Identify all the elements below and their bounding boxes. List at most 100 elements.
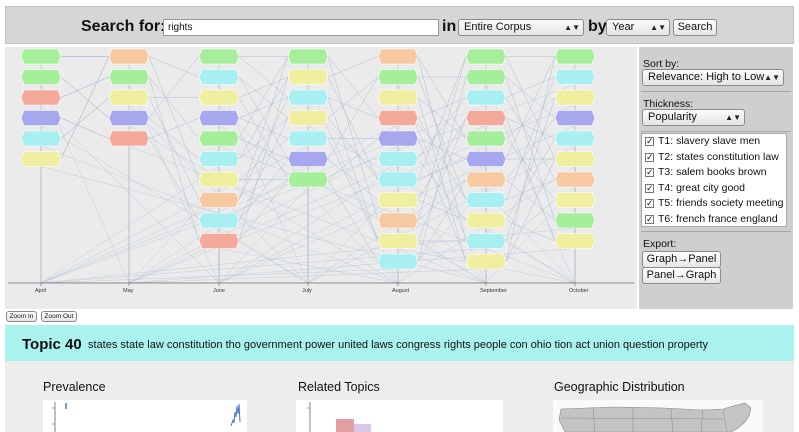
topic-list-item[interactable]: ✓ T2: states constitution law <box>642 150 786 166</box>
topic-box[interactable] <box>20 48 62 65</box>
topic-box[interactable] <box>198 110 240 126</box>
thickness-select[interactable]: Popularity ▲▼ <box>642 109 745 126</box>
topic-box[interactable] <box>198 192 240 208</box>
topic-box[interactable] <box>554 130 596 147</box>
checkbox-checked-icon[interactable]: ✓ <box>645 182 654 193</box>
topic-box[interactable] <box>554 171 596 188</box>
topic-box[interactable] <box>465 48 507 65</box>
topic-box[interactable] <box>198 212 240 229</box>
topic-box[interactable] <box>20 130 62 147</box>
by-label: by <box>588 18 607 35</box>
flow-link <box>505 179 556 221</box>
topic-box[interactable] <box>377 233 419 249</box>
month-label: April <box>35 288 46 294</box>
topic-box[interactable] <box>377 192 419 208</box>
topic-box[interactable] <box>108 48 150 65</box>
topic-list-item[interactable]: ✓ T1: slavery slave men <box>642 134 786 150</box>
topic-box[interactable] <box>108 89 150 106</box>
topic-box[interactable] <box>377 69 419 85</box>
topic-box[interactable] <box>377 130 419 147</box>
zoom-in-button[interactable]: Zoom In <box>6 311 37 322</box>
topic-box[interactable] <box>287 110 329 126</box>
topic-box[interactable] <box>20 151 62 167</box>
topic-box[interactable] <box>465 212 507 229</box>
sort-select[interactable]: Relevance: High to Low ▲▼ <box>642 69 784 86</box>
topic-box[interactable] <box>465 171 507 188</box>
topic-box[interactable] <box>20 110 62 126</box>
topic-box[interactable] <box>554 69 596 85</box>
checkbox-checked-icon[interactable]: ✓ <box>645 136 654 146</box>
month-label: September <box>480 288 507 294</box>
flow-link <box>505 97 556 242</box>
topic-box[interactable] <box>465 192 507 208</box>
topic-box[interactable] <box>554 233 596 249</box>
flow-link <box>327 56 379 119</box>
topic-box[interactable] <box>287 89 329 106</box>
topic-boxes[interactable] <box>20 48 596 270</box>
checkbox-checked-icon[interactable]: ✓ <box>645 198 654 208</box>
topic-box[interactable] <box>287 69 329 85</box>
flow-link <box>238 56 289 139</box>
topic-list-label: T6: french france england <box>658 212 778 225</box>
topic-box[interactable] <box>554 48 596 65</box>
topic-box[interactable] <box>377 151 419 167</box>
topic-box[interactable] <box>465 89 507 106</box>
topic-list-label: T4: great city good <box>658 181 745 194</box>
checkbox-checked-icon[interactable]: ✓ <box>645 151 654 162</box>
topic-box[interactable] <box>198 130 240 147</box>
topic-list-item[interactable]: ✓ T3: salem books brown <box>642 165 786 181</box>
topic-flow-graph[interactable]: April May June July August September October <box>5 47 637 309</box>
topic-box[interactable] <box>465 151 507 167</box>
flow-link <box>148 117 200 139</box>
topic-box[interactable] <box>377 253 419 270</box>
flow-link <box>238 97 289 201</box>
topic-box[interactable] <box>554 110 596 126</box>
panel-to-graph-button[interactable]: Panel→Graph <box>642 267 721 284</box>
checkbox-checked-icon[interactable]: ✓ <box>645 167 654 177</box>
search-input[interactable] <box>163 19 439 36</box>
topic-box[interactable] <box>20 69 62 85</box>
topic-box[interactable] <box>377 48 419 65</box>
corpus-select[interactable]: Entire Corpus ▲▼ <box>458 19 584 36</box>
topic-box[interactable] <box>377 171 419 188</box>
topic-box[interactable] <box>20 89 62 106</box>
topic-list-item[interactable]: ✓ T5: friends society meeting <box>642 196 786 212</box>
search-button[interactable]: Search <box>673 19 717 36</box>
topic-checklist[interactable]: ✓ T1: slavery slave men ✓ T2: states const… <box>641 133 787 227</box>
topic-box[interactable] <box>465 130 507 147</box>
topic-box[interactable] <box>554 151 596 167</box>
topic-box[interactable] <box>554 89 596 106</box>
topic-list-item[interactable]: ✓ T4: great city good <box>642 181 786 197</box>
topic-box[interactable] <box>554 212 596 229</box>
topic-box[interactable] <box>465 110 507 126</box>
divider <box>641 231 791 232</box>
topic-box[interactable] <box>198 151 240 167</box>
topic-box[interactable] <box>108 69 150 85</box>
topic-list-item[interactable]: ✓ T6: french france england <box>642 212 786 227</box>
topic-box[interactable] <box>198 89 240 106</box>
topic-box[interactable] <box>377 212 419 229</box>
topic-box[interactable] <box>287 171 329 188</box>
time-unit-select[interactable]: Year ▲▼ <box>606 19 670 36</box>
topic-box[interactable] <box>377 89 419 106</box>
graph-to-panel-button[interactable]: Graph→Panel <box>642 251 721 268</box>
topic-box[interactable] <box>198 233 240 249</box>
topic-box[interactable] <box>287 48 329 65</box>
topic-flow-svg[interactable]: April May June July August September October <box>5 47 637 309</box>
checkbox-checked-icon[interactable]: ✓ <box>645 213 654 224</box>
topic-box[interactable] <box>198 171 240 188</box>
flow-link <box>60 97 110 139</box>
topic-box[interactable] <box>287 130 329 147</box>
topic-box[interactable] <box>108 130 150 147</box>
zoom-out-button[interactable]: Zoom Out <box>41 311 77 322</box>
topic-box[interactable] <box>377 110 419 126</box>
flow-link <box>505 76 556 201</box>
topic-box[interactable] <box>108 110 150 126</box>
topic-box[interactable] <box>198 48 240 65</box>
topic-box[interactable] <box>198 69 240 85</box>
topic-box[interactable] <box>465 69 507 85</box>
topic-box[interactable] <box>465 233 507 249</box>
topic-box[interactable] <box>287 151 329 167</box>
topic-box[interactable] <box>554 192 596 208</box>
topic-box[interactable] <box>465 253 507 270</box>
